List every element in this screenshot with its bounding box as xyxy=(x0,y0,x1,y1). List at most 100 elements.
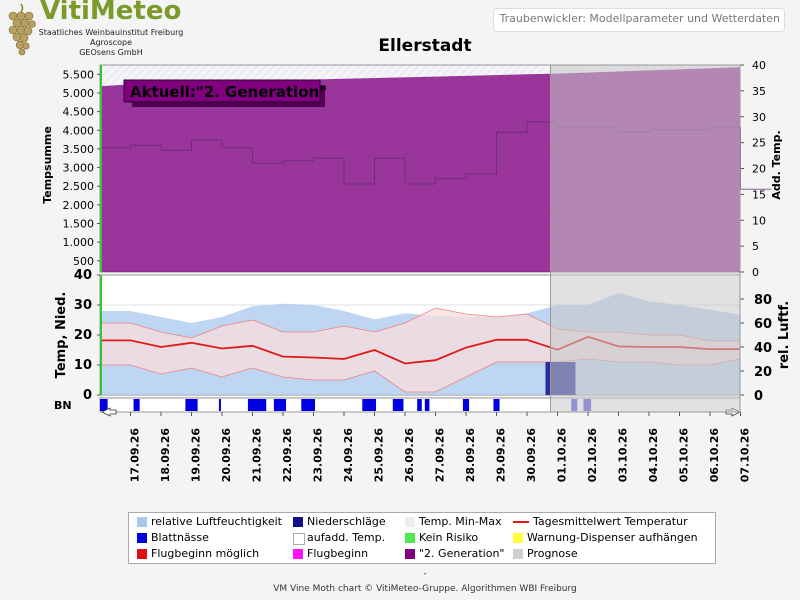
top-left-tick-label: 1.000 xyxy=(63,236,95,249)
x-tick-label: 19.09.26 xyxy=(190,428,203,483)
blattnaesse-block xyxy=(273,399,287,411)
bottom-right-tick-label: 80 xyxy=(754,293,772,308)
legend-label: relative Luftfeuchtigkeit xyxy=(151,515,282,528)
legend-swatch xyxy=(513,533,523,543)
legend-swatch xyxy=(293,517,303,527)
legend-swatch xyxy=(137,549,147,559)
legend-swatch xyxy=(513,521,529,523)
x-tick-label: 05.10.26 xyxy=(678,428,691,483)
bottom-left-tick-label: 40 xyxy=(74,268,92,283)
blattnaesse-block xyxy=(133,399,140,411)
blattnaesse-block xyxy=(493,399,500,411)
legend-label: Warnung-Dispenser aufhängen xyxy=(527,531,698,544)
top-left-tick-label: 5.500 xyxy=(63,68,95,81)
legend-label: Tagesmittelwert Temperatur xyxy=(533,515,688,528)
header-box xyxy=(493,8,785,32)
legend: relative Luftfeuchtigkeit Niederschläge Te… xyxy=(128,512,716,564)
legend-swatch xyxy=(405,517,415,527)
bottom-left-tick-label: 30 xyxy=(74,298,92,313)
blattnaesse-block xyxy=(362,399,377,411)
top-right-tick-label: 0 xyxy=(752,266,759,279)
top-left-tick-label: 2.500 xyxy=(63,180,95,193)
blattnaesse-block xyxy=(218,399,221,411)
legend-label: Kein Risiko xyxy=(419,531,479,544)
top-left-tick-label: 3.500 xyxy=(63,143,95,156)
blattnaesse-block xyxy=(417,399,422,411)
bottom-right-tick-label: 20 xyxy=(754,365,772,380)
header-text: Traubenwickler: Modellparameter und Wett… xyxy=(499,12,780,25)
x-tick-label: 22.09.26 xyxy=(281,428,294,483)
top-ylabel-left: Tempsumme xyxy=(41,126,54,204)
top-left-tick-label: 3.000 xyxy=(63,162,95,175)
legend-swatch xyxy=(293,533,305,545)
legend-swatch xyxy=(137,533,147,543)
top-right-tick-label: 5 xyxy=(752,240,759,253)
blattnaesse-block xyxy=(185,399,198,411)
x-tick-label: 21.09.26 xyxy=(251,428,264,483)
legend-label: Temp. Min-Max xyxy=(419,515,502,528)
x-tick-label: 20.09.26 xyxy=(220,428,233,483)
risk-bar-bottom xyxy=(100,275,102,395)
chart-title: Ellerstadt xyxy=(378,36,472,56)
x-tick-label: 07.10.26 xyxy=(739,428,752,483)
footer-copyright: VM Vine Moth chart © VitiMeteo-Gruppe. A… xyxy=(273,584,577,594)
legend-label: aufadd. Temp. xyxy=(307,531,386,544)
bottom-ylabel-right: rel. Luftf. xyxy=(777,301,792,369)
bottom-left-tick-label: 10 xyxy=(74,358,92,373)
top-left-tick-label: 2.000 xyxy=(63,199,95,212)
legend-swatch xyxy=(293,549,303,559)
blattnaesse-block xyxy=(462,399,470,411)
x-tick-label: 27.09.26 xyxy=(434,428,447,483)
x-tick-label: 17.09.26 xyxy=(129,428,142,483)
bottom-left-tick-label: 20 xyxy=(74,328,92,343)
logo-line-3: GEOsens GmbH xyxy=(79,48,143,57)
bottom-right-tick-label: 60 xyxy=(754,317,772,332)
legend-swatch xyxy=(405,549,415,559)
legend-swatch xyxy=(137,517,147,527)
chart: 5.500 5.000 4.500 4.000 3.500 3.000 2.500 2.000… xyxy=(41,59,792,483)
top-left-tick-label: 1.500 xyxy=(63,218,95,231)
bottom-left-tick-label: 0 xyxy=(83,388,92,403)
legend-swatch xyxy=(405,533,415,543)
bottom-right-tick-label: 0 xyxy=(754,389,763,404)
top-right-tick-label: 10 xyxy=(752,214,766,227)
temp-band-base xyxy=(100,308,741,392)
x-tick-label: 03.10.26 xyxy=(617,428,630,483)
blattnaesse-block xyxy=(100,399,108,411)
scroll-left-icon xyxy=(101,407,117,417)
annotation-text: Aktuell:"2. Generation" xyxy=(130,83,327,101)
top-left-tick-label: 4.500 xyxy=(63,106,95,119)
x-tick-label: 18.09.26 xyxy=(159,428,172,483)
x-tick-label: 24.09.26 xyxy=(342,428,355,483)
top-right-tick-label: 30 xyxy=(752,111,766,124)
top-right-tick-label: 20 xyxy=(752,163,766,176)
legend-label: Flugbeginn möglich xyxy=(151,547,260,560)
legend-label: Prognose xyxy=(527,547,578,560)
legend-label: "2. Generation" xyxy=(419,547,505,560)
bottom-right-tick-label: 40 xyxy=(754,341,772,356)
bottom-ylabel-left: Temp, Nied. xyxy=(54,292,69,379)
top-right-tick-label: 25 xyxy=(752,137,766,150)
x-tick-label: 26.09.26 xyxy=(403,428,416,483)
logo-line-2: Agroscope xyxy=(89,38,133,47)
top-ylabel-right: Add. Temp. xyxy=(770,130,783,199)
top-right-tick-label: 40 xyxy=(752,59,766,72)
logo-line-1: Staatliches Weinbauinstitut Freiburg xyxy=(38,28,184,37)
blattnaesse-block xyxy=(392,399,404,411)
x-tick-label: 29.09.26 xyxy=(495,428,508,483)
x-tick-label: 30.09.26 xyxy=(525,428,538,483)
blattnaesse-block xyxy=(424,399,430,411)
legend-label: Blattnässe xyxy=(151,531,209,544)
legend-label: Flugbeginn xyxy=(307,547,369,560)
footer-dash: - xyxy=(423,569,427,579)
forecast-overlay xyxy=(550,64,741,413)
x-tick-label: 23.09.26 xyxy=(312,428,325,483)
top-right-tick-label: 35 xyxy=(752,85,766,98)
bn-label: BN xyxy=(54,399,72,412)
top-left-tick-label: 4.000 xyxy=(63,124,95,137)
top-left-tick-label: 5.000 xyxy=(63,87,95,100)
x-tick-label: 28.09.26 xyxy=(464,428,477,483)
x-tick-label: 02.10.26 xyxy=(586,428,599,483)
logo-title: VitiMeteo xyxy=(40,0,182,26)
x-tick-label: 25.09.26 xyxy=(373,428,386,483)
